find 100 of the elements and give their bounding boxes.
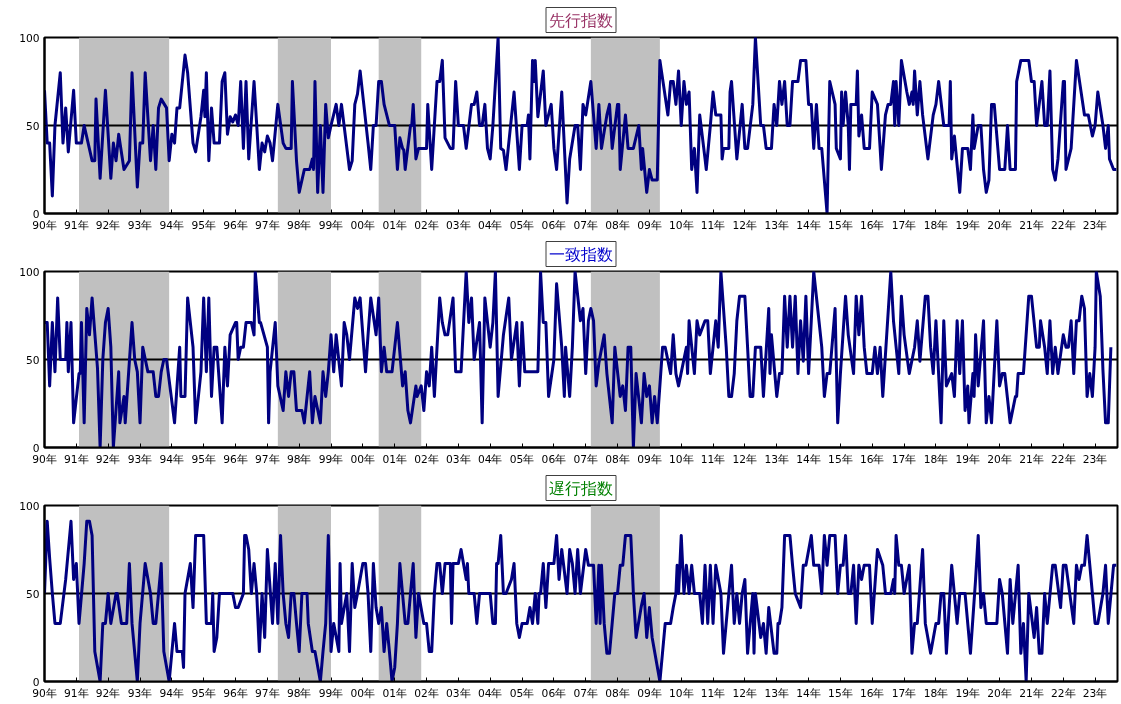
- x-tick-label: 10年: [668, 686, 694, 700]
- x-tick-label: 96年: [223, 452, 248, 466]
- x-tick-label: 95年: [191, 218, 216, 232]
- x-tick-label: 22年: [1051, 218, 1076, 232]
- chart-title: 一致指数: [549, 244, 613, 264]
- x-tick-label: 94年: [159, 452, 185, 466]
- x-tick-label: 06年: [541, 452, 567, 466]
- x-tick-label: 03年: [446, 686, 471, 700]
- x-tick-label: 98年: [286, 686, 312, 700]
- x-tick-label: 92年: [95, 452, 121, 466]
- x-tick-label: 01年: [382, 452, 408, 466]
- x-tick-label: 07年: [573, 218, 598, 232]
- y-tick-label: 0: [32, 441, 40, 455]
- x-tick-label: 98年: [286, 218, 312, 232]
- x-tick-label: 22年: [1051, 452, 1076, 466]
- y-tick-label: 50: [25, 587, 40, 601]
- x-tick-label: 08年: [605, 686, 630, 700]
- x-tick-label: 93年: [127, 452, 153, 466]
- x-tick-label: 21年: [1019, 452, 1044, 466]
- x-tick-label: 00年: [350, 218, 376, 232]
- y-tick-label: 100: [19, 265, 40, 279]
- x-tick-label: 19年: [955, 452, 981, 466]
- x-tick-label: 97年: [255, 452, 280, 466]
- y-tick-label: 100: [19, 31, 40, 45]
- x-tick-label: 15年: [828, 452, 853, 466]
- x-tick-label: 11年: [700, 218, 726, 232]
- x-tick-label: 12年: [732, 686, 758, 700]
- x-tick-label: 05年: [509, 218, 535, 232]
- x-tick-label: 20年: [987, 452, 1012, 466]
- y-tick-label: 0: [32, 675, 40, 689]
- x-tick-label: 23年: [1082, 686, 1108, 700]
- chart-title: 遅行指数: [549, 478, 613, 498]
- x-tick-label: 04年: [477, 218, 503, 232]
- x-tick-label: 13年: [764, 452, 790, 466]
- x-tick-label: 14年: [796, 452, 821, 466]
- y-tick-label: 50: [25, 353, 40, 367]
- x-tick-label: 14年: [796, 686, 821, 700]
- y-tick-label: 50: [25, 119, 40, 133]
- x-tick-label: 91年: [64, 218, 89, 232]
- x-tick-label: 94年: [159, 218, 185, 232]
- x-tick-label: 04年: [477, 452, 503, 466]
- x-tick-label: 10年: [668, 452, 694, 466]
- x-tick-label: 20年: [987, 686, 1012, 700]
- x-tick-label: 93年: [127, 218, 153, 232]
- x-tick-label: 16年: [859, 218, 885, 232]
- x-tick-label: 03年: [446, 452, 471, 466]
- x-tick-label: 21年: [1019, 218, 1044, 232]
- x-tick-label: 91年: [64, 686, 89, 700]
- x-tick-label: 97年: [255, 218, 280, 232]
- x-tick-label: 17年: [891, 686, 917, 700]
- x-tick-label: 05年: [509, 686, 535, 700]
- x-tick-label: 02年: [414, 218, 439, 232]
- x-tick-label: 15年: [828, 218, 853, 232]
- x-tick-label: 18年: [923, 452, 949, 466]
- x-tick-label: 96年: [223, 686, 248, 700]
- x-tick-label: 07年: [573, 686, 598, 700]
- x-tick-label: 07年: [573, 452, 598, 466]
- y-tick-label: 0: [32, 207, 40, 221]
- x-tick-label: 15年: [828, 686, 853, 700]
- x-tick-label: 19年: [955, 686, 981, 700]
- x-tick-label: 93年: [127, 686, 153, 700]
- x-tick-label: 13年: [764, 686, 790, 700]
- x-tick-label: 00年: [350, 686, 376, 700]
- x-tick-label: 09年: [637, 218, 662, 232]
- x-tick-label: 90年: [32, 452, 57, 466]
- x-tick-label: 01年: [382, 218, 408, 232]
- x-tick-label: 91年: [64, 452, 89, 466]
- x-tick-label: 21年: [1019, 686, 1044, 700]
- x-tick-label: 12年: [732, 452, 758, 466]
- x-tick-label: 99年: [318, 452, 344, 466]
- x-tick-label: 18年: [923, 218, 949, 232]
- x-tick-label: 11年: [700, 686, 726, 700]
- x-tick-label: 13年: [764, 218, 790, 232]
- x-tick-label: 90年: [32, 218, 57, 232]
- x-tick-label: 11年: [700, 452, 726, 466]
- x-tick-label: 22年: [1051, 686, 1076, 700]
- line-series: [44, 37, 1118, 214]
- x-tick-label: 94年: [159, 686, 185, 700]
- x-tick-label: 14年: [796, 218, 821, 232]
- y-tick-label: 100: [19, 499, 40, 513]
- x-tick-label: 17年: [891, 218, 917, 232]
- x-tick-label: 16年: [859, 452, 885, 466]
- x-tick-label: 95年: [191, 452, 216, 466]
- x-tick-label: 00年: [350, 452, 376, 466]
- x-tick-label: 17年: [891, 452, 917, 466]
- x-tick-label: 08年: [605, 452, 630, 466]
- x-tick-label: 08年: [605, 218, 630, 232]
- x-tick-label: 09年: [637, 686, 662, 700]
- x-tick-label: 01年: [382, 686, 408, 700]
- x-tick-label: 92年: [95, 218, 121, 232]
- x-tick-label: 18年: [923, 686, 949, 700]
- x-tick-label: 23年: [1082, 452, 1108, 466]
- x-tick-label: 96年: [223, 218, 248, 232]
- x-tick-label: 12年: [732, 218, 758, 232]
- x-tick-label: 95年: [191, 686, 216, 700]
- x-tick-label: 10年: [668, 218, 694, 232]
- x-tick-label: 90年: [32, 686, 57, 700]
- x-tick-label: 02年: [414, 686, 439, 700]
- x-tick-label: 92年: [95, 686, 121, 700]
- x-tick-label: 04年: [477, 686, 503, 700]
